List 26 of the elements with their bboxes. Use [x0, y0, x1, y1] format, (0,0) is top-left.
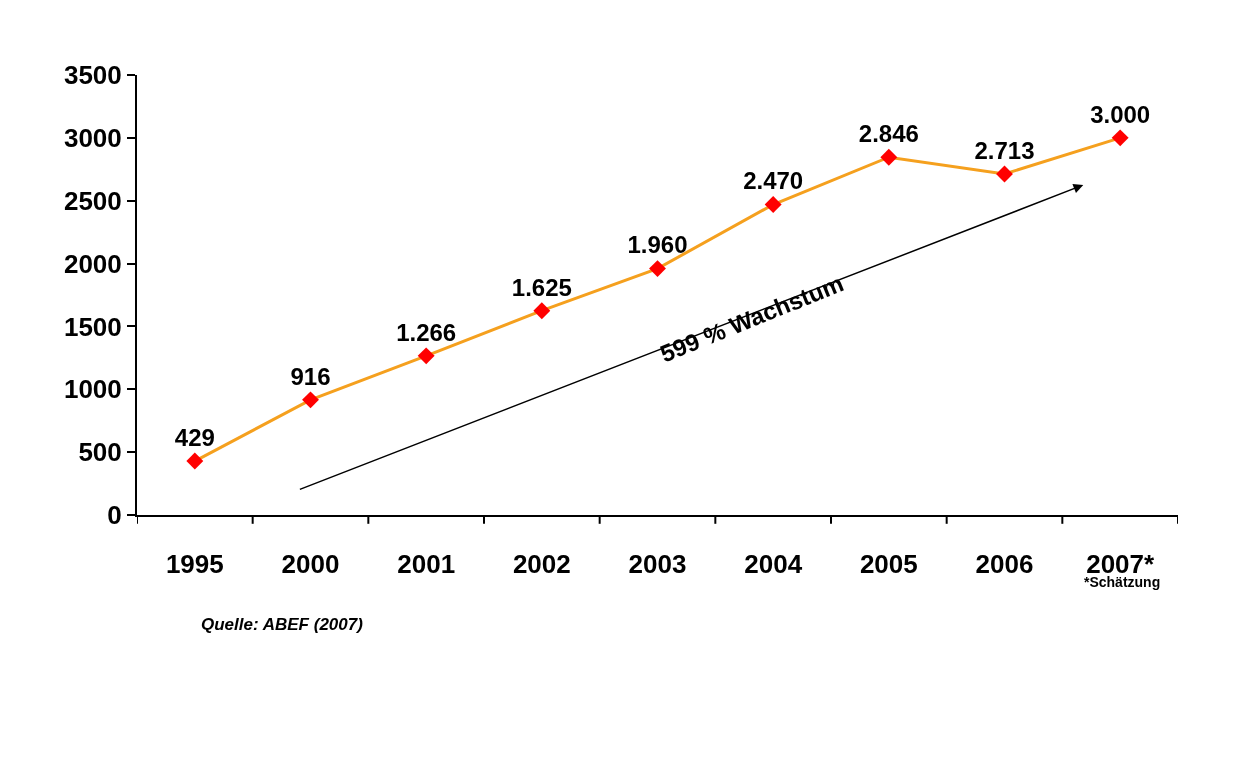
- source-note: Quelle: ABEF (2007): [201, 615, 364, 634]
- x-tick-label: 2002: [512, 549, 571, 580]
- y-tick-label: 0: [107, 500, 122, 531]
- y-tick-label: 3000: [63, 122, 122, 153]
- data-label: 1.625: [511, 273, 572, 301]
- data-label: 2.713: [974, 136, 1035, 164]
- y-tick-label: 2000: [63, 248, 122, 279]
- data-label: 3.000: [1090, 100, 1151, 128]
- x-tick-label: 2006: [975, 549, 1034, 580]
- y-tick-label: 1000: [63, 374, 122, 405]
- data-label: 2.470: [743, 167, 804, 195]
- data-label: 429: [174, 423, 215, 451]
- x-tick-label: 2001: [397, 549, 456, 580]
- y-tick-label: 500: [78, 437, 122, 468]
- x-tick-label: 1995: [165, 549, 224, 580]
- x-tick-label: 2005: [859, 549, 918, 580]
- x-tick-label: 2003: [628, 549, 687, 580]
- x-tick-label: 2000: [281, 549, 340, 580]
- data-label: 2.846: [858, 120, 919, 148]
- data-label: 1.960: [627, 231, 688, 259]
- y-tick-label: 2500: [63, 185, 122, 216]
- data-label: 1.266: [396, 318, 457, 346]
- data-label: 916: [290, 362, 331, 390]
- y-tick-label: 1500: [63, 311, 122, 342]
- y-tick-label: 3500: [63, 60, 122, 91]
- x-tick-label: 2004: [744, 549, 803, 580]
